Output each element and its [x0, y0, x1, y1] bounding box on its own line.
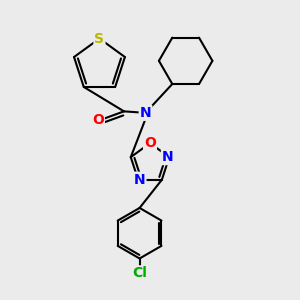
Text: N: N: [162, 150, 173, 164]
Text: O: O: [144, 136, 156, 150]
Text: N: N: [140, 106, 152, 120]
Text: Cl: Cl: [132, 266, 147, 280]
Text: N: N: [134, 173, 146, 187]
Text: O: O: [92, 113, 104, 127]
Text: S: S: [94, 32, 104, 46]
